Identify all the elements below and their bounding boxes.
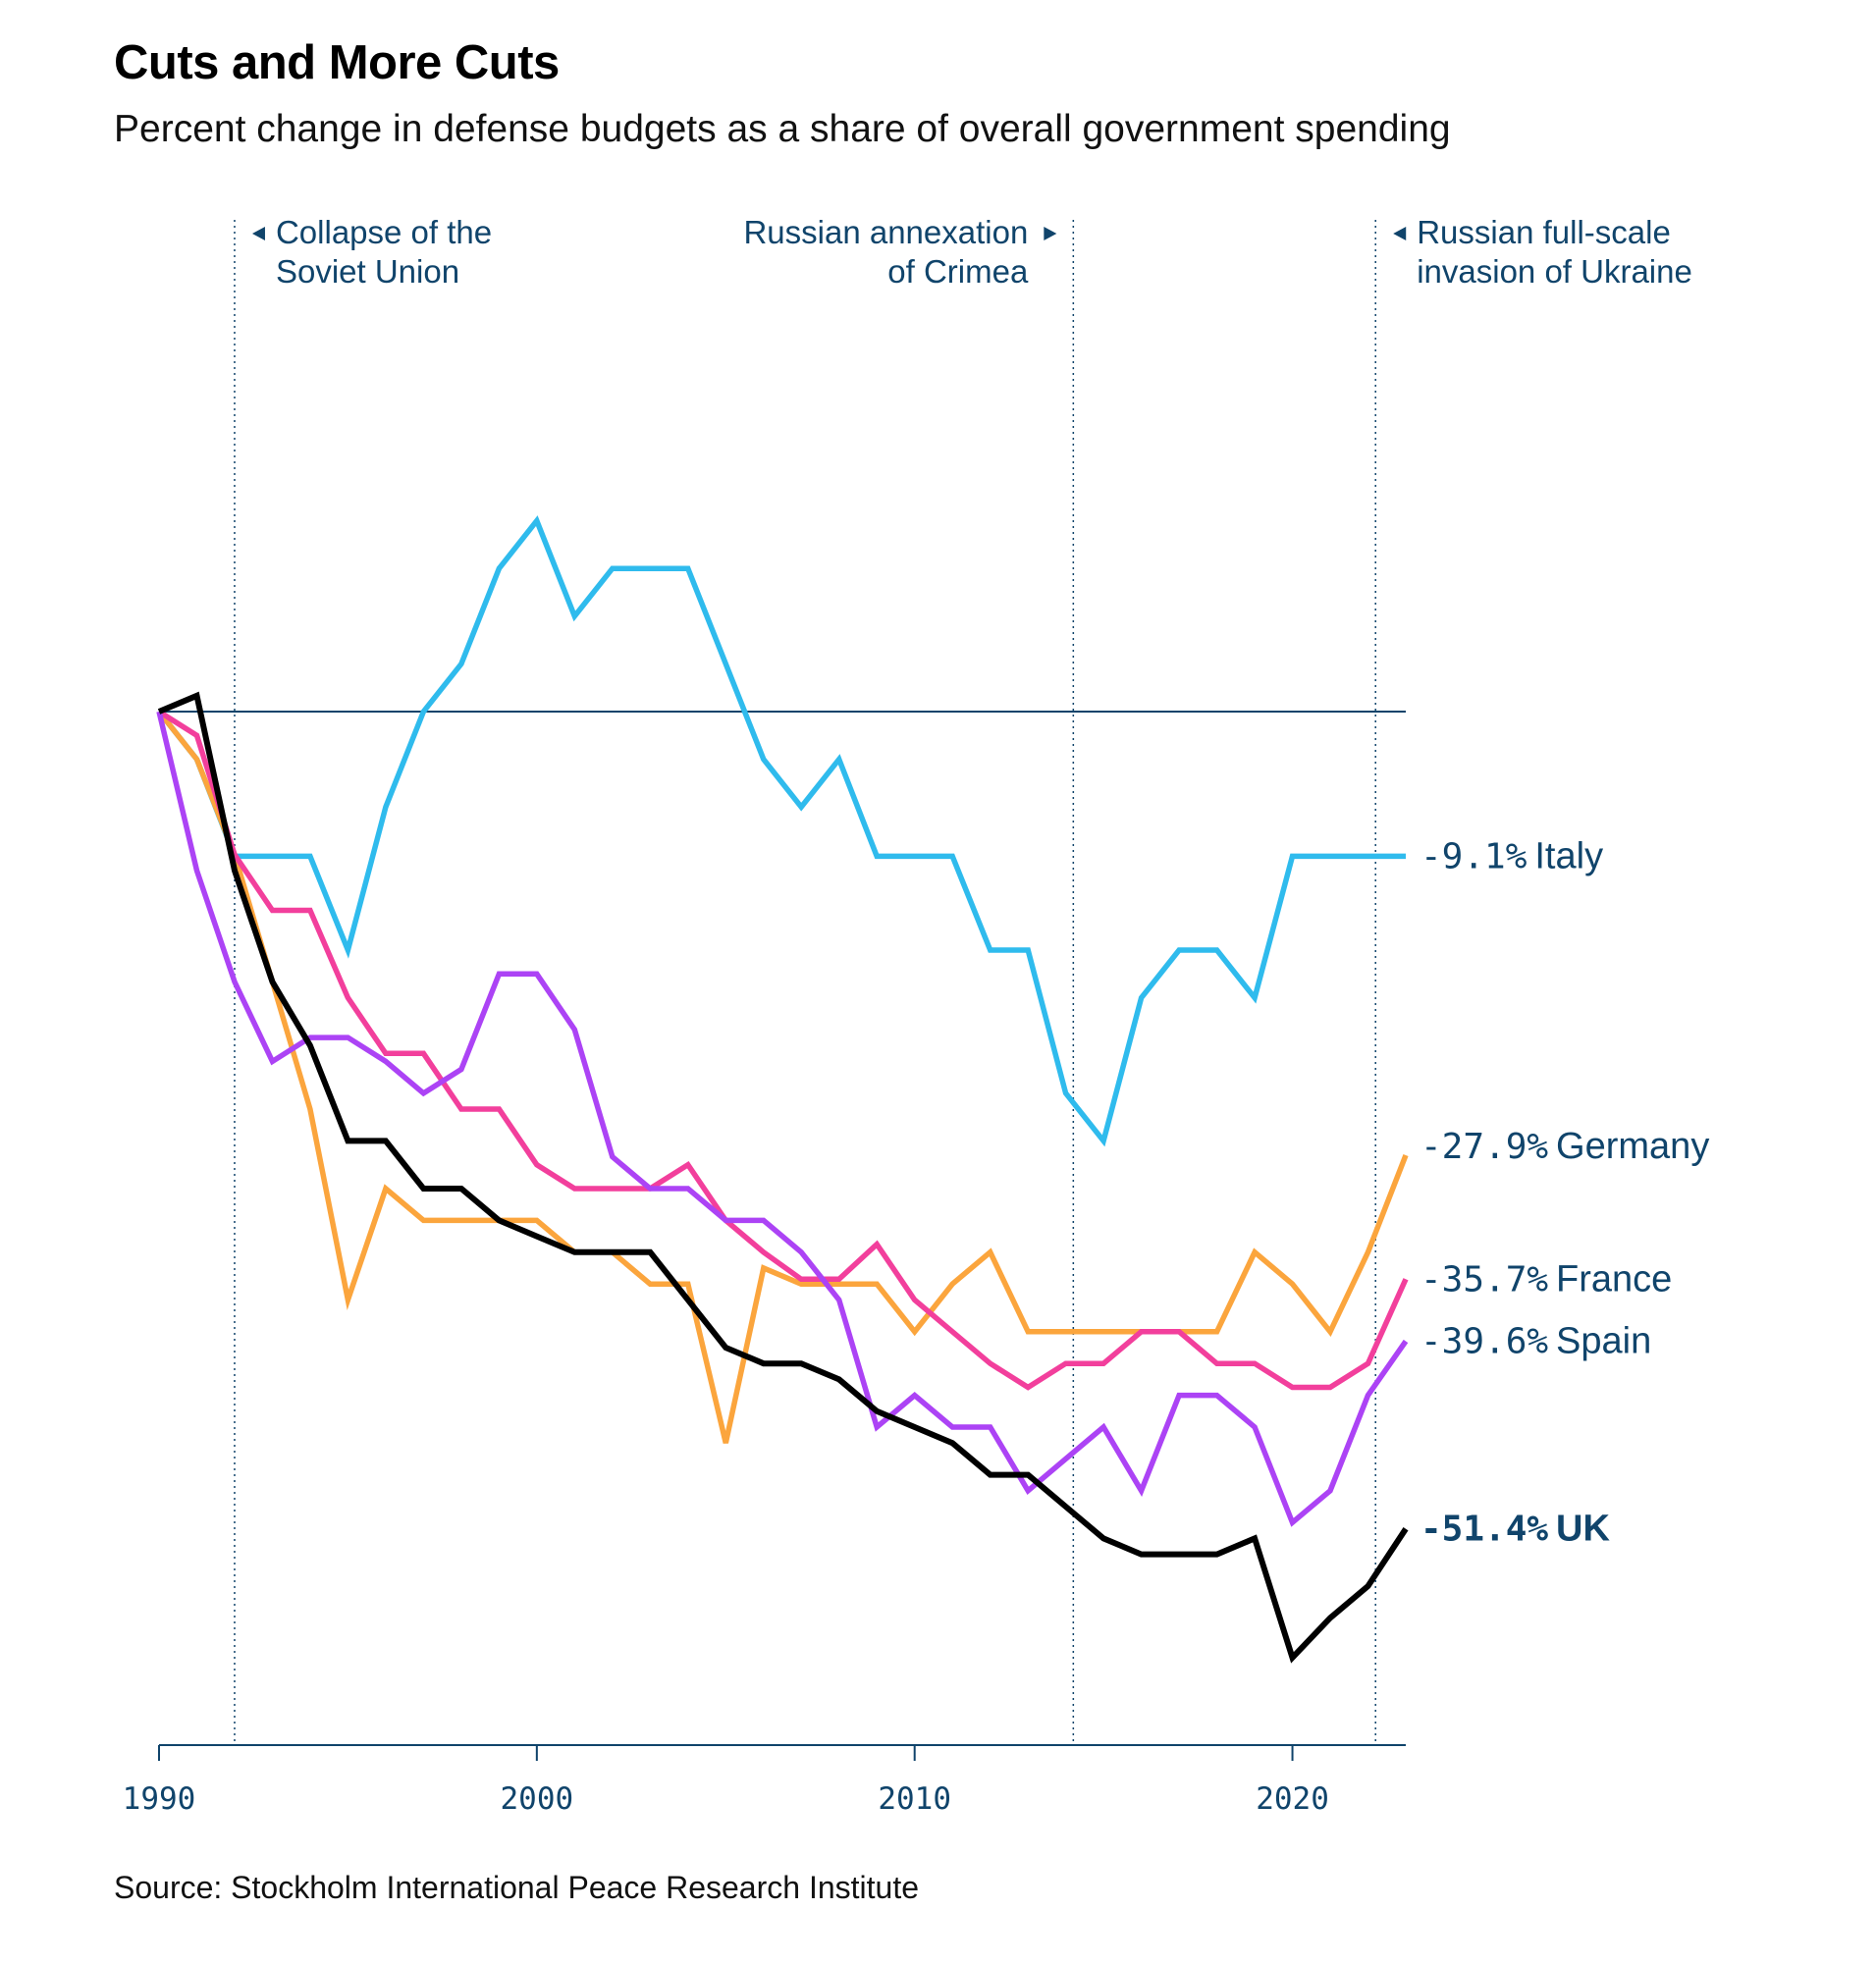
series-line-uk <box>157 691 1409 1664</box>
end-label-france: -35.7% France <box>1420 1258 1672 1300</box>
end-label-spain: -39.6% Spain <box>1420 1321 1651 1362</box>
end-value-uk: -51.4% <box>1420 1510 1548 1550</box>
end-value-italy: -9.1% <box>1420 836 1528 876</box>
end-value-france: -35.7% <box>1420 1259 1548 1300</box>
arrow-left-icon <box>1393 227 1407 240</box>
chart-subtitle: Percent change in defense budgets as a s… <box>114 108 1451 150</box>
end-name-france: France <box>1556 1258 1672 1300</box>
event-label-0-0: Collapse of the <box>276 214 492 250</box>
end-value-spain: -39.6% <box>1420 1322 1548 1362</box>
source-note: Source: Stockholm International Peace Re… <box>114 1870 919 1905</box>
x-tick-label-2000: 2000 <box>501 1781 574 1817</box>
x-tick-label-1990: 1990 <box>123 1781 196 1817</box>
event-label-1-0: Russian annexation <box>743 214 1028 250</box>
end-value-germany: -27.9% <box>1420 1127 1548 1167</box>
chart-title: Cuts and More Cuts <box>114 36 560 89</box>
series-line-germany <box>156 710 1409 1444</box>
event-label-2-0: Russian full-scale <box>1417 214 1671 250</box>
arrow-left-icon <box>251 227 265 240</box>
arrow-right-icon <box>1044 227 1057 240</box>
end-name-germany: Germany <box>1556 1126 1709 1167</box>
end-label-uk: -51.4% UK <box>1420 1509 1610 1550</box>
series-line-france <box>157 709 1409 1391</box>
end-label-italy: -9.1% Italy <box>1420 835 1603 876</box>
event-label-2-1: invasion of Ukraine <box>1417 253 1692 290</box>
x-tick-label-2020: 2020 <box>1256 1781 1329 1817</box>
x-tick-label-2010: 2010 <box>878 1781 951 1817</box>
end-label-germany: -27.9% Germany <box>1420 1126 1709 1167</box>
event-label-1-1: of Crimea <box>887 253 1029 290</box>
event-label-0-1: Soviet Union <box>276 253 459 290</box>
series-line-spain <box>156 711 1409 1527</box>
end-name-spain: Spain <box>1556 1321 1651 1362</box>
end-name-italy: Italy <box>1534 835 1603 876</box>
series-line-italy <box>156 515 1406 1147</box>
end-name-uk: UK <box>1556 1509 1610 1550</box>
